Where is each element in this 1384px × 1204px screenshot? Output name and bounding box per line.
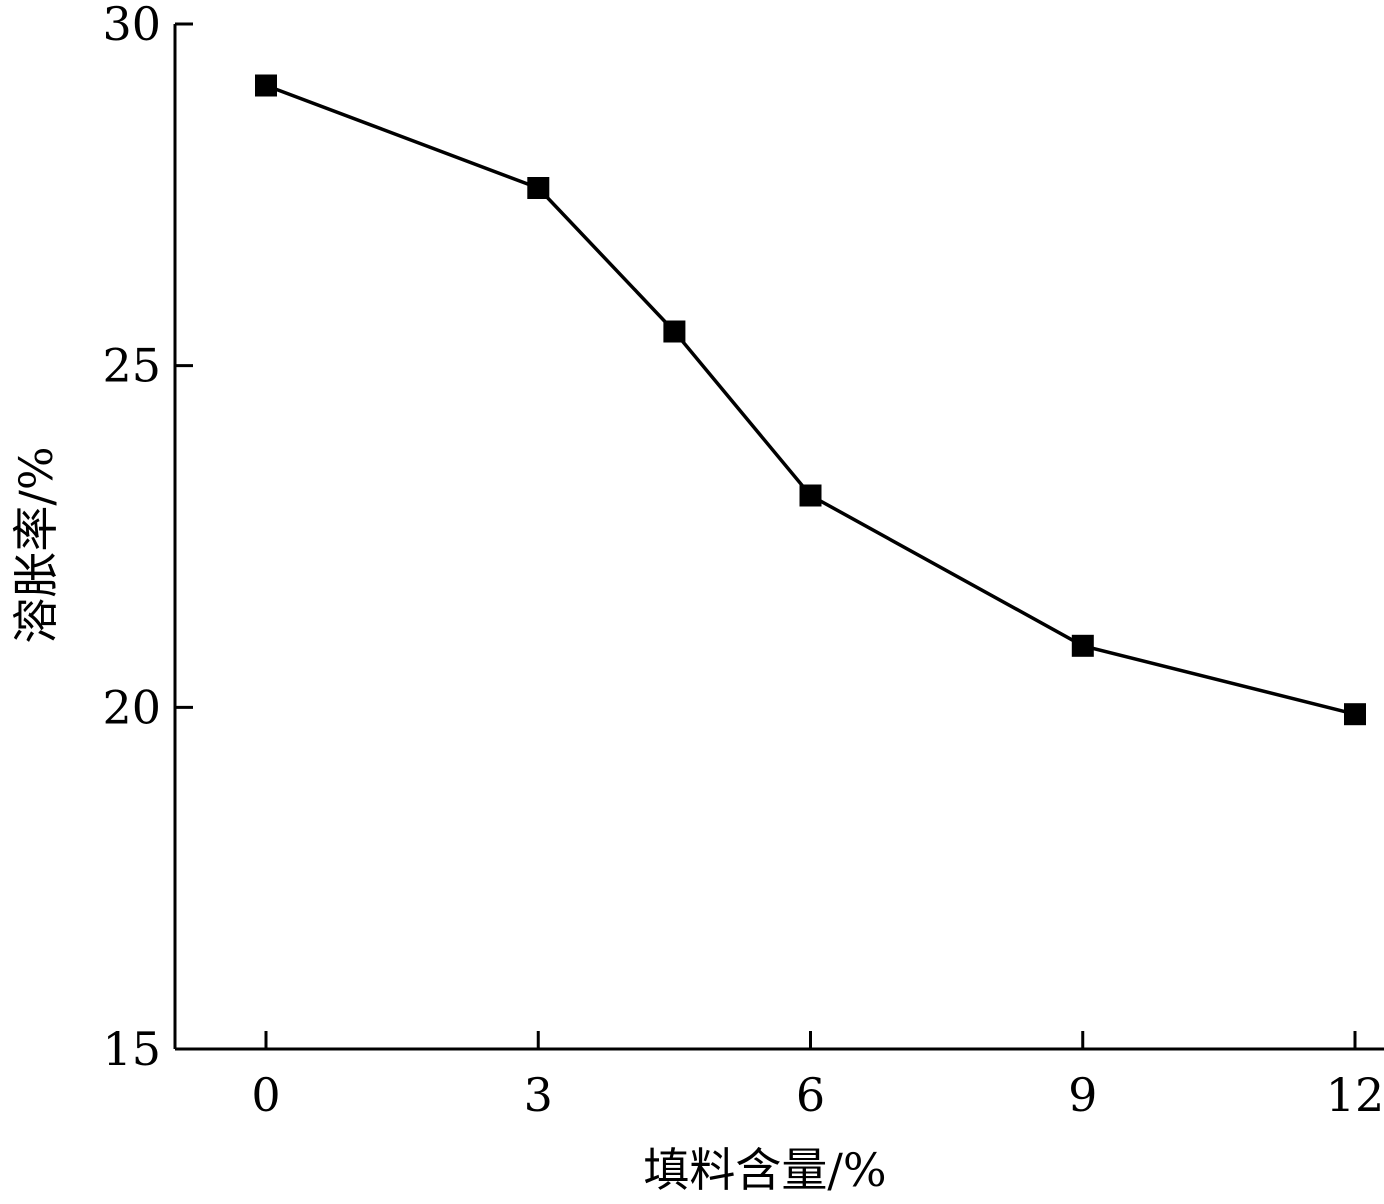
data-point-marker — [663, 320, 686, 343]
data-point-marker — [255, 74, 277, 97]
x-axis-title: 填料含量/% — [643, 1143, 886, 1197]
x-axis-ticks: 0 3 6 9 12 — [251, 1031, 1384, 1122]
series-layer — [255, 74, 1366, 726]
data-point-marker — [527, 177, 550, 199]
data-point-marker — [799, 484, 822, 507]
data-point-marker — [1071, 634, 1094, 657]
x-tick-label: 6 — [796, 1068, 825, 1122]
y-tick-label: 15 — [102, 1022, 161, 1076]
y-tick-label: 30 — [102, 0, 161, 51]
axes — [173, 24, 1384, 1051]
y-tick-label: 20 — [102, 680, 161, 734]
y-axis-title: 溶胀率/% — [9, 446, 63, 643]
y-tick-label: 25 — [102, 339, 161, 393]
y-axis-ticks: 15 20 25 30 — [102, 0, 193, 1076]
x-tick-label: 9 — [1068, 1068, 1097, 1122]
x-tick-label: 0 — [251, 1068, 280, 1122]
x-tick-label: 3 — [524, 1068, 553, 1122]
data-point-marker — [1344, 703, 1366, 726]
x-tick-label: 12 — [1326, 1068, 1384, 1122]
series-line — [265, 83, 1356, 716]
